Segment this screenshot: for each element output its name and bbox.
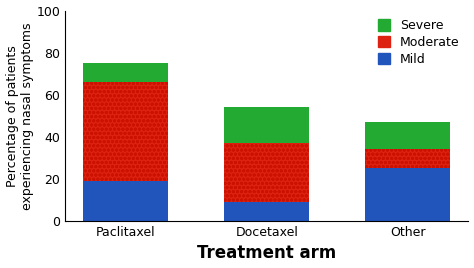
Bar [225,202,309,221]
Bar [365,122,450,150]
Y-axis label: Percentage of patients
experiencing nasal symptoms: Percentage of patients experiencing nasa… [6,22,34,210]
Bar [83,63,168,82]
Legend: Severe, Moderate, Mild: Severe, Moderate, Mild [375,17,462,68]
Bar [225,143,309,202]
Bar [365,150,450,168]
Bar [83,181,168,221]
Bar [225,107,309,143]
X-axis label: Treatment arm: Treatment arm [197,244,337,262]
Bar [365,168,450,221]
Bar [83,82,168,181]
